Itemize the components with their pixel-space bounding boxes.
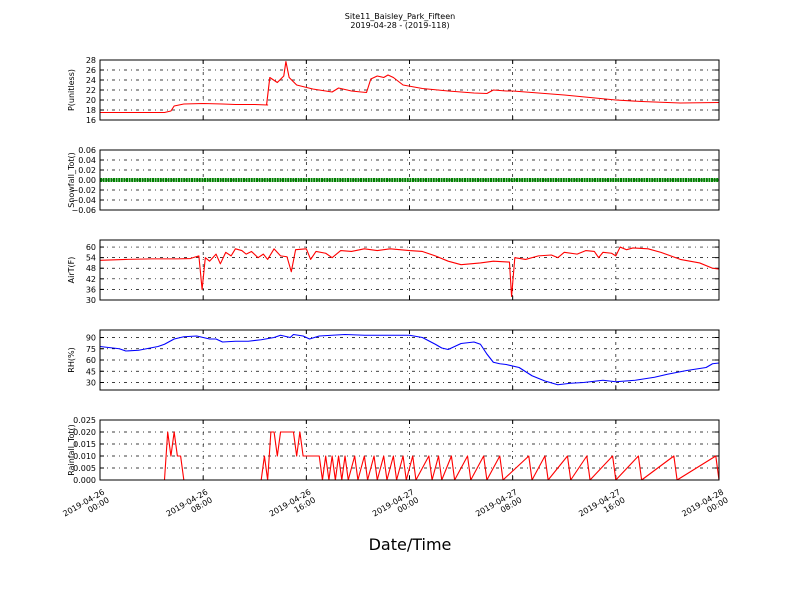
chart-subtitle: 2019-04-28 - (2019-118) (350, 21, 449, 30)
x-tick-label: 2019-04-2600:00 (61, 487, 110, 526)
y-tick-label: 42 (86, 275, 96, 284)
series-line-5 (100, 431, 720, 481)
x-tick-label: 2019-04-2616:00 (268, 487, 317, 526)
y-tick-label: 30 (86, 296, 96, 305)
y-tick-label: 22 (86, 86, 96, 95)
series-line-1 (100, 60, 720, 114)
y-tick-label: −0.02 (71, 186, 96, 195)
y-tick-label: 36 (86, 285, 96, 294)
y-tick-label: 18 (86, 106, 96, 115)
y-tick-label: 16 (86, 116, 96, 125)
y-tick-label: 54 (86, 254, 96, 263)
y-axis-label: AirT(F) (67, 257, 76, 284)
y-tick-label: 0.020 (73, 428, 96, 437)
y-tick-label: 0.04 (78, 156, 96, 165)
y-tick-label: 0.015 (73, 440, 96, 449)
y-tick-label: −0.04 (71, 196, 96, 205)
y-tick-label: 20 (86, 96, 96, 105)
x-axis-ticks: 2019-04-2600:00 2019-04-2608:00 2019-04-26… (61, 487, 729, 526)
panel-frame (99, 239, 720, 301)
y-tick-label: 0.06 (78, 146, 96, 155)
y-tick-label: 90 (86, 334, 96, 343)
x-tick-label: 2019-04-2716:00 (577, 487, 626, 526)
panel-frame (99, 59, 720, 121)
y-tick-label: 0.010 (73, 452, 96, 461)
y-tick-label: 48 (86, 264, 96, 273)
y-tick-label: 28 (86, 56, 96, 65)
panel-frame (99, 149, 720, 211)
y-axis-label: Rainfall_Tot() (67, 424, 76, 476)
panel-4: 30 45 60 75 90 RH(%) (67, 329, 720, 391)
y-tick-label: 45 (86, 367, 96, 376)
y-tick-label: 0.005 (73, 464, 96, 473)
y-tick-label: 24 (86, 76, 96, 85)
y-tick-label: 0.000 (73, 476, 96, 485)
y-tick-label: 75 (86, 345, 96, 354)
y-tick-label: 30 (86, 379, 96, 388)
x-tick-label: 2019-04-2708:00 (474, 487, 523, 526)
x-tick-label: 2019-04-2700:00 (371, 487, 420, 526)
y-tick-label: 60 (86, 356, 96, 365)
panel-2: −0.06−0.04−0.020.000.020.040.06Snowfall_… (67, 146, 720, 215)
y-axis-label: RH(%) (67, 347, 76, 372)
y-tick-label: 0.00 (78, 176, 96, 185)
series-line-3 (99, 246, 720, 298)
y-tick-label: 0.025 (73, 416, 96, 425)
y-tick-label: 26 (86, 66, 96, 75)
y-axis-label: P(unitless) (67, 69, 76, 111)
panel-5: 0.000 0.005 0.010 0.015 0.020 0.025Rainfall_T… (67, 416, 720, 485)
panel-frame (99, 329, 720, 391)
x-tick-label: 2019-04-2608:00 (165, 487, 214, 526)
series-line-4 (99, 333, 720, 386)
y-tick-label: 60 (86, 243, 96, 252)
y-tick-label: −0.06 (71, 206, 96, 215)
y-tick-label: 0.02 (78, 166, 96, 175)
chart-title: Site11_Baisley_Park_Fifteen (345, 12, 455, 21)
x-axis-title: Date/Time (369, 535, 452, 554)
x-tick-label: 2019-04-2800:00 (680, 487, 729, 526)
panel-frame (99, 419, 720, 481)
y-axis-label: Snowfall_Tot() (67, 152, 76, 208)
